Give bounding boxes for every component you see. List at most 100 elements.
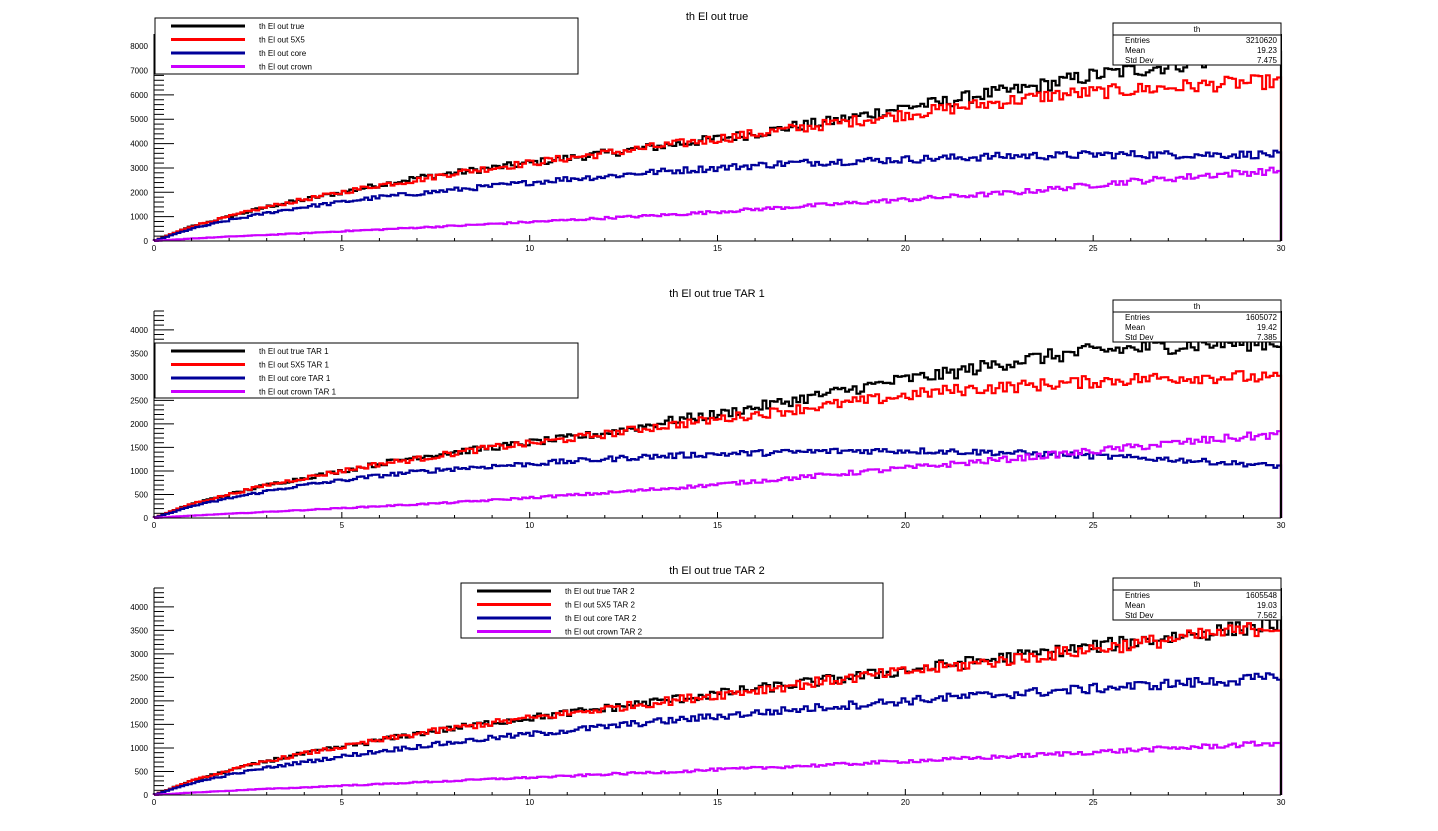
legend-label: th El out 5X5 TAR 2 bbox=[565, 601, 636, 610]
stats-value: 7.475 bbox=[1257, 56, 1278, 65]
x-tick-label: 10 bbox=[525, 521, 534, 530]
legend-label: th El out core bbox=[259, 49, 307, 58]
y-tick-label: 0 bbox=[144, 237, 149, 246]
legend-label: th El out true TAR 2 bbox=[565, 587, 635, 596]
y-tick-label: 2000 bbox=[130, 697, 148, 706]
y-tick-label: 1000 bbox=[130, 467, 148, 476]
stats-value: 19.23 bbox=[1257, 46, 1278, 55]
stats-label: Std Dev bbox=[1125, 56, 1153, 65]
y-tick-label: 4000 bbox=[130, 603, 148, 612]
x-tick-label: 0 bbox=[152, 521, 157, 530]
chart-panel-3: th El out true TAR 2 0 500 1000 1500 2000 2500… bbox=[130, 565, 1286, 807]
x-tick-label: 15 bbox=[713, 521, 722, 530]
legend-label: th El out core TAR 2 bbox=[565, 614, 637, 623]
y-tick-label: 1000 bbox=[130, 213, 148, 222]
y-tick-label: 2000 bbox=[130, 188, 148, 197]
stats-value: 19.42 bbox=[1257, 323, 1278, 332]
y-tick-label: 1000 bbox=[130, 744, 148, 753]
y-tick-label: 7000 bbox=[130, 67, 148, 76]
legend-box: th El out true TAR 1 th El out 5X5 TAR 1 t… bbox=[154, 342, 579, 399]
histogram-line-core bbox=[152, 672, 1283, 796]
stats-frame bbox=[1112, 299, 1282, 343]
histogram-line-5x5 bbox=[152, 622, 1283, 796]
histogram-series-group bbox=[152, 334, 1283, 519]
histogram-line-crown bbox=[152, 740, 1283, 796]
stats-value: 1605548 bbox=[1246, 591, 1278, 600]
x-tick-label: 30 bbox=[1277, 798, 1286, 807]
chart-panel-2: th El out true TAR 1 0 500 1000 1500 2000 2500… bbox=[130, 288, 1286, 530]
y-tick-label: 3000 bbox=[130, 373, 148, 382]
y-tick-label: 1500 bbox=[130, 443, 148, 452]
legend-label: th El out true TAR 1 bbox=[259, 347, 329, 356]
x-tick-label: 15 bbox=[713, 798, 722, 807]
histogram-line-5x5 bbox=[152, 74, 1283, 242]
stats-box: th Entries 3210620 Mean 19.23 Std Dev 7.475 bbox=[1112, 22, 1282, 66]
histogram-line-core bbox=[152, 447, 1283, 519]
legend-label: th El out crown bbox=[259, 63, 312, 72]
histogram-series-group bbox=[152, 43, 1283, 242]
stats-title: th bbox=[1194, 302, 1201, 311]
legend-label: th El out 5X5 TAR 1 bbox=[259, 361, 330, 370]
x-tick-label: 20 bbox=[901, 244, 910, 253]
stats-value: 1605072 bbox=[1246, 313, 1278, 322]
stats-box: th Entries 1605072 Mean 19.42 Std Dev 7.385 bbox=[1112, 299, 1282, 343]
stats-title: th bbox=[1194, 25, 1201, 34]
histogram-line-crown bbox=[152, 166, 1283, 242]
y-tick-label: 500 bbox=[135, 490, 149, 499]
y-tick-label: 5000 bbox=[130, 115, 148, 124]
x-tick-label: 25 bbox=[1089, 521, 1098, 530]
stats-frame bbox=[1112, 577, 1282, 621]
y-tick-label: 2500 bbox=[130, 673, 148, 682]
y-tick-label: 3000 bbox=[130, 650, 148, 659]
stats-label: Std Dev bbox=[1125, 611, 1153, 620]
histogram-line-core bbox=[152, 149, 1283, 242]
x-tick-label: 30 bbox=[1277, 244, 1286, 253]
stats-title: th bbox=[1194, 580, 1201, 589]
chart-title: th El out true TAR 1 bbox=[669, 288, 765, 300]
x-tick-label: 20 bbox=[901, 521, 910, 530]
legend-label: th El out crown TAR 1 bbox=[259, 388, 337, 397]
x-tick-label: 0 bbox=[152, 244, 157, 253]
x-tick-label: 5 bbox=[340, 798, 345, 807]
stats-label: Entries bbox=[1125, 591, 1150, 600]
stats-label: Entries bbox=[1125, 36, 1150, 45]
stats-label: Mean bbox=[1125, 46, 1145, 55]
x-tick-label: 25 bbox=[1089, 798, 1098, 807]
stats-frame bbox=[1112, 22, 1282, 66]
histogram-line-crown bbox=[152, 430, 1283, 519]
stats-value: 3210620 bbox=[1246, 36, 1278, 45]
legend-box: th El out true TAR 2 th El out 5X5 TAR 2 t… bbox=[460, 582, 884, 639]
chart-panel-1: th El out true 0 1000 2000 3000 4000 5000 6000 7… bbox=[130, 11, 1286, 253]
x-tick-label: 10 bbox=[525, 244, 534, 253]
y-tick-label: 6000 bbox=[130, 91, 148, 100]
x-tick-label: 5 bbox=[340, 244, 345, 253]
y-tick-label: 3500 bbox=[130, 626, 148, 635]
legend-box: th El out true th El out 5X5 th El out cor… bbox=[154, 17, 579, 75]
histogram-series-group bbox=[152, 615, 1283, 796]
y-tick-label: 3500 bbox=[130, 349, 148, 358]
stats-label: Std Dev bbox=[1125, 333, 1153, 342]
y-tick-label: 0 bbox=[144, 514, 149, 523]
y-tick-label: 8000 bbox=[130, 42, 148, 51]
chart-title: th El out true bbox=[686, 11, 748, 23]
y-tick-label: 2500 bbox=[130, 396, 148, 405]
stats-label: Entries bbox=[1125, 313, 1150, 322]
y-tick-label: 4000 bbox=[130, 140, 148, 149]
stats-value: 7.562 bbox=[1257, 611, 1278, 620]
stats-value: 7.385 bbox=[1257, 333, 1278, 342]
y-tick-label: 0 bbox=[144, 791, 149, 800]
legend-label: th El out crown TAR 2 bbox=[565, 628, 643, 637]
y-tick-label: 3000 bbox=[130, 164, 148, 173]
stats-label: Mean bbox=[1125, 601, 1145, 610]
y-tick-label: 500 bbox=[135, 767, 149, 776]
chart-title: th El out true TAR 2 bbox=[669, 565, 765, 577]
x-tick-label: 25 bbox=[1089, 244, 1098, 253]
legend-label: th El out 5X5 bbox=[259, 36, 305, 45]
x-tick-label: 0 bbox=[152, 798, 157, 807]
histogram-line-5x5 bbox=[152, 370, 1283, 519]
y-tick-label: 2000 bbox=[130, 420, 148, 429]
legend-label: th El out core TAR 1 bbox=[259, 374, 331, 383]
stats-value: 19.03 bbox=[1257, 601, 1278, 610]
x-tick-label: 10 bbox=[525, 798, 534, 807]
